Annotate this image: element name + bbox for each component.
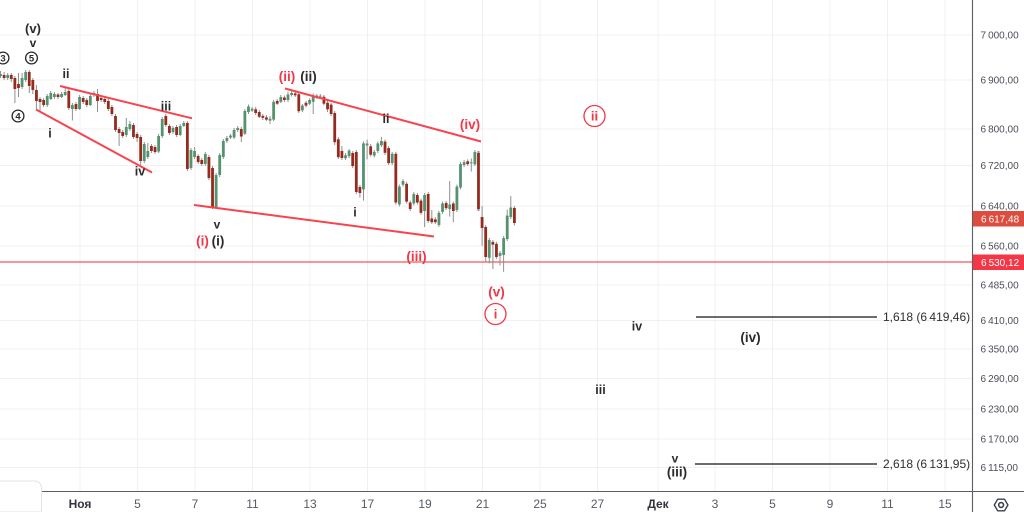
svg-text:7: 7: [192, 497, 199, 511]
svg-text:ii: ii: [63, 67, 70, 81]
svg-text:6 115,00: 6 115,00: [981, 463, 1019, 474]
svg-text:15: 15: [938, 497, 952, 511]
svg-text:v: v: [214, 218, 221, 232]
svg-text:17: 17: [361, 497, 375, 511]
svg-text:2,618 (6 131,95): 2,618 (6 131,95): [883, 457, 970, 471]
svg-text:iii: iii: [595, 383, 605, 397]
svg-text:6 560,00: 6 560,00: [981, 242, 1020, 253]
svg-text:iv: iv: [632, 320, 642, 334]
svg-text:25: 25: [533, 497, 547, 511]
svg-text:6 720,00: 6 720,00: [981, 161, 1020, 172]
svg-text:i: i: [48, 127, 51, 141]
svg-text:v: v: [672, 452, 679, 466]
svg-text:6 350,00: 6 350,00: [981, 345, 1020, 356]
svg-text:(ii): (ii): [300, 69, 317, 84]
svg-text:3: 3: [0, 53, 5, 64]
svg-text:6 900,00: 6 900,00: [981, 76, 1020, 87]
svg-text:(iv): (iv): [740, 330, 760, 345]
svg-text:Дек: Дек: [647, 497, 669, 511]
svg-text:7 000,00: 7 000,00: [981, 31, 1020, 42]
svg-text:iv: iv: [135, 165, 145, 179]
svg-text:21: 21: [476, 497, 490, 511]
svg-text:i: i: [353, 206, 356, 220]
svg-text:v: v: [30, 36, 37, 50]
svg-text:i: i: [494, 307, 498, 322]
svg-text:3: 3: [712, 497, 719, 511]
svg-text:5: 5: [29, 53, 35, 64]
svg-text:6 800,00: 6 800,00: [981, 125, 1020, 136]
svg-text:6 170,00: 6 170,00: [981, 435, 1020, 446]
svg-text:11: 11: [246, 497, 259, 511]
svg-text:6 530,12: 6 530,12: [981, 258, 1020, 269]
svg-text:5: 5: [134, 497, 141, 511]
svg-text:(v): (v): [25, 21, 41, 36]
svg-text:(i): (i): [196, 234, 209, 249]
svg-text:11: 11: [881, 497, 894, 511]
svg-text:1,618 (6 419,46): 1,618 (6 419,46): [883, 310, 970, 324]
svg-text:6 410,00: 6 410,00: [981, 316, 1020, 327]
svg-text:4: 4: [15, 111, 21, 122]
svg-text:5: 5: [769, 497, 776, 511]
svg-text:6 617,48: 6 617,48: [981, 214, 1020, 225]
svg-text:6 640,00: 6 640,00: [981, 202, 1020, 213]
svg-text:(iii): (iii): [667, 465, 687, 480]
svg-text:(iii): (iii): [406, 249, 426, 264]
svg-text:6 485,00: 6 485,00: [981, 281, 1020, 292]
svg-text:ii: ii: [591, 109, 598, 124]
svg-text:Ноя: Ноя: [69, 497, 92, 511]
svg-text:27: 27: [591, 497, 605, 511]
svg-text:19: 19: [418, 497, 432, 511]
svg-text:iii: iii: [161, 100, 171, 114]
svg-text:13: 13: [303, 497, 317, 511]
svg-text:(ii): (ii): [279, 69, 296, 84]
svg-text:(v): (v): [488, 285, 505, 300]
svg-text:6 290,00: 6 290,00: [981, 374, 1020, 385]
svg-text:(i): (i): [212, 234, 225, 249]
svg-text:(iv): (iv): [460, 117, 480, 132]
svg-text:9: 9: [827, 497, 834, 511]
svg-text:ii: ii: [383, 112, 390, 126]
svg-text:6 230,00: 6 230,00: [981, 405, 1020, 416]
